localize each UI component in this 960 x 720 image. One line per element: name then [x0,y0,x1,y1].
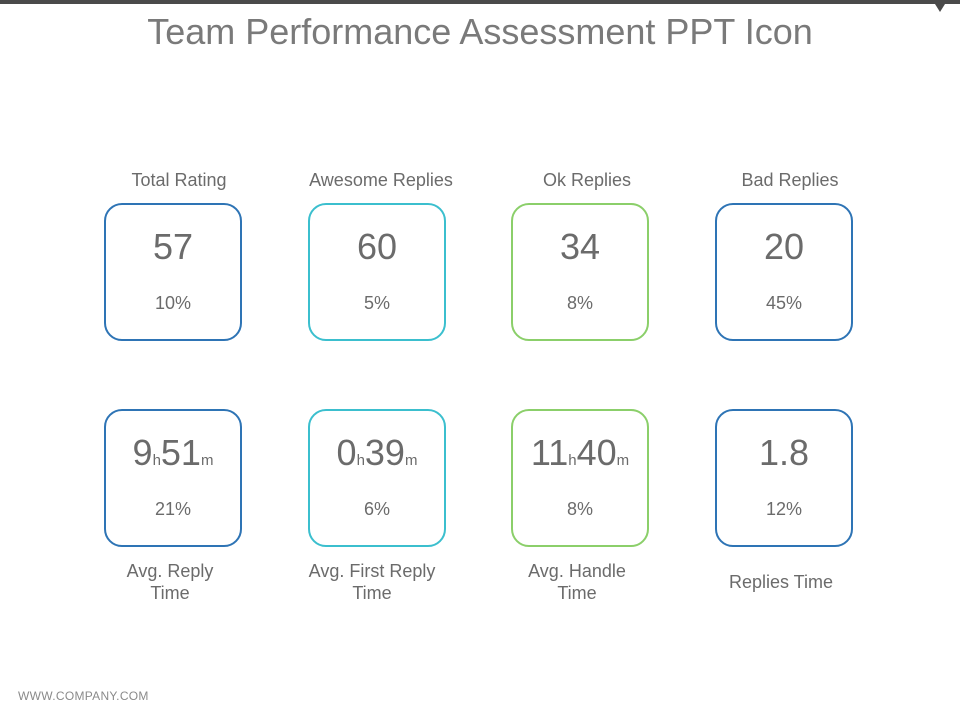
hours-value: 11 [530,432,569,473]
label-ok-replies: Ok Replies [542,170,632,190]
slide-title: Team Performance Assessment PPT Icon [147,11,813,52]
metric-percent: 6% [363,499,390,519]
label-line: Time [557,583,597,603]
minutes-unit: m [200,452,214,469]
metric-value: 20 [763,226,805,267]
minutes-value: 39 [364,432,405,473]
minutes-unit: m [616,452,630,469]
metric-value: 1.8 [758,432,810,473]
metric-percent: 5% [363,293,390,313]
metric-percent: 21% [154,499,192,519]
metric-value: 34 [559,226,601,267]
hours-unit: h [568,452,577,469]
dropdown-arrow-icon [935,4,945,12]
metric-percent: 12% [765,499,803,519]
footer-website: WWW.COMPANY.COM [18,689,149,703]
hours-value: 9 [132,432,153,473]
label-line: Avg. First Reply [308,561,436,581]
metric-duration: 9h51m [106,431,240,483]
hours-value: 0 [336,432,357,473]
card-avg-handle-time: 11h40m 8% [511,409,649,547]
hours-unit: h [356,452,365,469]
label-avg-reply-time: Avg. Reply Time [70,560,270,604]
metric-percent: 45% [765,293,803,313]
label-replies-time: Replies Time [728,572,834,592]
card-bad-replies: 20 45% [715,203,853,341]
card-total-rating: 57 10% [104,203,242,341]
label-bad-replies: Bad Replies [741,170,839,190]
hours-unit: h [152,452,161,469]
metric-percent: 8% [566,293,593,313]
card-avg-first-reply-time: 0h39m 6% [308,409,446,547]
label-avg-first-reply-time: Avg. First Reply Time [272,560,472,604]
label-line: Time [150,583,190,603]
minutes-value: 40 [576,432,617,473]
metric-value: 60 [356,226,398,267]
label-line: Avg. Reply [126,561,214,581]
label-line: Avg. Handle [528,561,626,581]
metric-duration: 0h39m [310,431,444,483]
card-awesome-replies: 60 5% [308,203,446,341]
card-ok-replies: 34 8% [511,203,649,341]
label-awesome-replies: Awesome Replies [309,170,453,190]
label-avg-handle-time: Avg. Handle Time [477,560,677,604]
minutes-value: 51 [160,432,201,473]
metric-percent: 8% [566,499,593,519]
metric-value: 57 [152,226,194,267]
card-replies-time: 1.8 12% [715,409,853,547]
metric-percent: 10% [154,293,192,313]
metric-duration: 11h40m [513,431,647,483]
card-avg-reply-time: 9h51m 21% [104,409,242,547]
minutes-unit: m [404,452,418,469]
top-bar [0,0,960,4]
label-line: Time [352,583,392,603]
label-total-rating: Total Rating [131,170,227,190]
